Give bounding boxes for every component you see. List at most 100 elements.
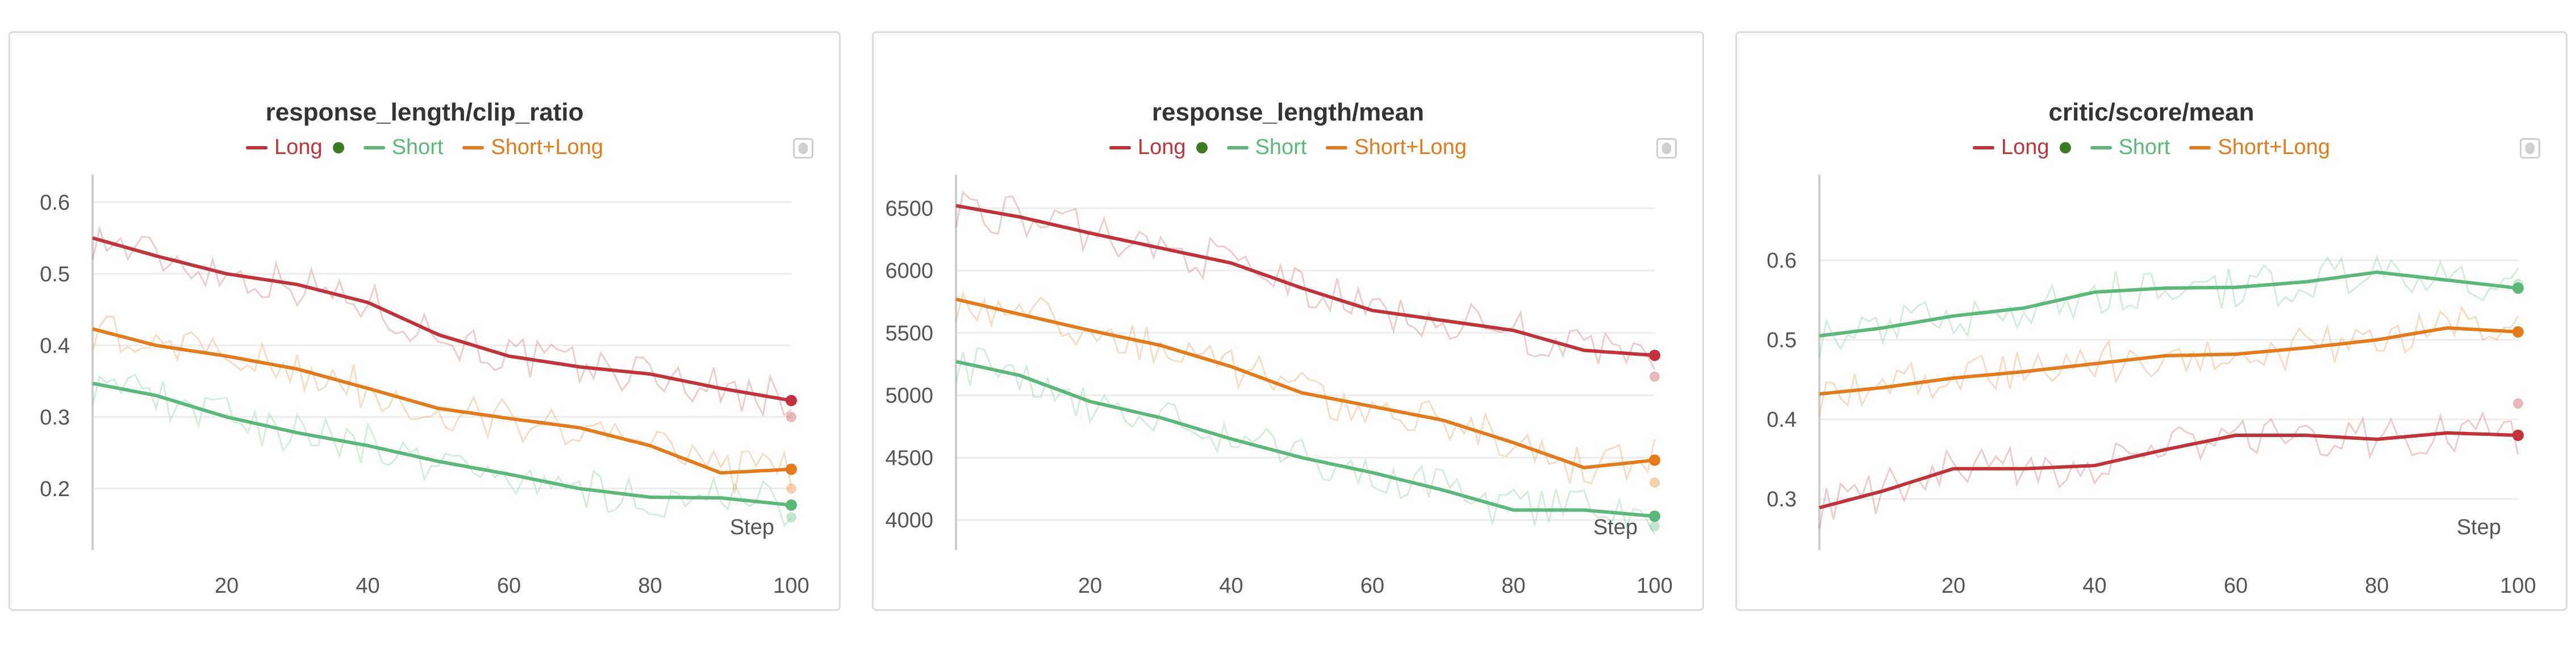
chart-plot: 0.2 0.3 0.4 0.5 0.6 20 40 60 80 100 Step <box>40 175 809 598</box>
series-line-short[interactable] <box>955 360 1655 518</box>
legend-toggle-icon[interactable] <box>1656 138 1677 159</box>
legend-item-short[interactable]: Short <box>363 135 444 160</box>
legend-item-short[interactable]: Short <box>2090 135 2170 160</box>
chart-panel-critic-score-mean: critic/score/mean Long Short Short+Long … <box>1735 31 2567 611</box>
y-tick-label: 4000 <box>885 509 933 532</box>
y-tick-label: 0.3 <box>1767 488 1797 511</box>
series-line-short[interactable] <box>1819 270 2519 338</box>
legend-swatch-long <box>246 145 268 149</box>
series-endpoint-shortlong <box>1649 454 1660 466</box>
series-raw-endpoint-shortlong <box>1650 477 1660 488</box>
x-axis-label: Step <box>2457 515 2501 539</box>
legend-label-long: Long <box>1138 135 1186 159</box>
y-tick-label: 6500 <box>885 197 933 220</box>
legend-item-long[interactable]: Long <box>246 135 344 160</box>
y-tick-label: 0.3 <box>40 406 70 430</box>
x-tick-label: 20 <box>1942 574 1965 598</box>
chart-title: critic/score/mean <box>2048 98 2254 126</box>
series-endpoint-long <box>786 394 797 406</box>
series-raw-line-long <box>91 226 792 417</box>
series-line-long[interactable] <box>1819 431 2519 510</box>
series-endpoint-short <box>786 499 797 511</box>
series-raw-endpoint-long <box>2513 398 2523 409</box>
x-tick-label: 40 <box>356 574 379 598</box>
series-endpoint-shortlong <box>786 463 797 475</box>
legend-item-shortlong[interactable]: Short+Long <box>1326 135 1467 160</box>
legend-toggle-icon[interactable] <box>2520 138 2540 159</box>
legend-swatch-long <box>1973 145 1995 149</box>
legend-label-long: Long <box>274 135 323 159</box>
legend-swatch-short <box>363 145 385 149</box>
legend-item-long[interactable]: Long <box>1109 135 1208 160</box>
series-endpoint-short <box>1649 510 1660 522</box>
series-raw-line-short <box>955 347 1656 535</box>
series-line-shortlong[interactable] <box>92 327 792 475</box>
series-raw-endpoint-shortlong <box>786 483 796 494</box>
chart-legend: Long Short Short+Long <box>10 135 839 160</box>
series-line-short[interactable] <box>92 381 792 507</box>
x-tick-label: 80 <box>2365 574 2389 598</box>
y-tick-label: 5500 <box>885 322 933 346</box>
series-line-long[interactable] <box>92 236 792 402</box>
legend-item-shortlong[interactable]: Short+Long <box>2189 135 2330 160</box>
y-tick-label: 0.4 <box>1767 408 1797 432</box>
chart-panel-clip-ratio: response_length/clip_ratio Long Short Sh… <box>9 31 841 611</box>
series-raw-endpoint-long <box>1650 371 1660 382</box>
chart-plot: 0.3 0.4 0.5 0.6 20 40 60 80 100 Step <box>1767 175 2536 598</box>
legend-label-short: Short <box>1255 135 1307 159</box>
x-axis-label: Step <box>730 515 774 539</box>
y-tick-label: 6000 <box>885 259 933 283</box>
y-tick-label: 0.4 <box>40 334 70 358</box>
series-raw-line-short <box>1818 254 2519 357</box>
legend-label-shortlong: Short+Long <box>491 135 603 159</box>
y-tick-label: 0.5 <box>40 263 70 286</box>
series-line-shortlong[interactable] <box>955 297 1655 469</box>
x-tick-label: 40 <box>1219 574 1243 598</box>
chart-panel-response-length-mean: response_length/mean Long Short Short+Lo… <box>872 31 1704 611</box>
series-endpoint-long <box>1649 349 1660 361</box>
series-line-long[interactable] <box>955 203 1655 357</box>
chart-title: response_length/clip_ratio <box>265 98 584 126</box>
series-endpoint-long <box>2512 430 2524 441</box>
legend-toggle-icon[interactable] <box>793 138 813 159</box>
x-tick-label: 60 <box>1360 574 1384 598</box>
y-tick-label: 0.2 <box>40 477 70 501</box>
chart-legend: Long Short Short+Long <box>874 135 1702 160</box>
series-raw-endpoint-short <box>786 512 796 523</box>
series-line-shortlong[interactable] <box>1819 326 2519 396</box>
legend-swatch-shortlong <box>462 145 485 149</box>
legend-label-short: Short <box>2118 135 2170 159</box>
legend-swatch-long <box>1109 145 1132 149</box>
x-tick-label: 100 <box>773 574 809 598</box>
series-raw-line-short <box>91 373 792 527</box>
x-tick-label: 20 <box>215 574 239 598</box>
legend-status-dot <box>1196 142 1208 153</box>
legend-status-dot <box>332 142 344 153</box>
x-tick-label: 80 <box>638 574 662 598</box>
legend-status-dot <box>2059 142 2071 153</box>
y-tick-label: 4500 <box>885 446 933 470</box>
x-tick-label: 60 <box>497 574 521 598</box>
legend-swatch-short <box>2090 145 2112 149</box>
x-tick-label: 100 <box>1636 574 1672 598</box>
series-raw-endpoint-short <box>1650 521 1660 532</box>
y-tick-label: 0.6 <box>40 191 70 215</box>
legend-label-short: Short <box>391 135 444 159</box>
x-tick-label: 20 <box>1078 574 1102 598</box>
legend-label-shortlong: Short+Long <box>2218 135 2330 159</box>
legend-item-long[interactable]: Long <box>1973 135 2071 160</box>
y-tick-label: 0.6 <box>1767 249 1797 273</box>
chart-plot: 4000 4500 5000 5500 6000 6500 20 40 60 80 100 Step <box>885 175 1673 598</box>
series-raw-endpoint-long <box>786 411 796 422</box>
x-axis-label: Step <box>1593 515 1638 539</box>
series-raw-line-shortlong <box>91 315 792 494</box>
chart-title: response_length/mean <box>1151 98 1425 126</box>
x-tick-label: 60 <box>2224 574 2248 598</box>
series-endpoint-short <box>2512 282 2524 294</box>
y-tick-label: 5000 <box>885 384 933 408</box>
legend-swatch-shortlong <box>1326 145 1348 149</box>
legend-item-shortlong[interactable]: Short+Long <box>462 135 603 160</box>
series-endpoint-shortlong <box>2512 326 2524 338</box>
x-tick-label: 80 <box>1501 574 1525 598</box>
legend-item-short[interactable]: Short <box>1226 135 1307 160</box>
